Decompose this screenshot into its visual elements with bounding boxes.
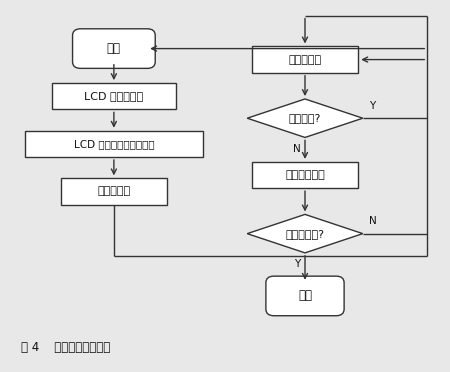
Text: N: N — [369, 216, 377, 226]
Text: 写入显示数据: 写入显示数据 — [285, 170, 325, 180]
Text: 设置列地址: 设置列地址 — [288, 55, 322, 65]
Text: 图 4    液晶显示程序流程: 图 4 液晶显示程序流程 — [21, 341, 110, 354]
Text: LCD 设置为基本指令动作: LCD 设置为基本指令动作 — [74, 139, 154, 149]
Bar — [52, 83, 176, 109]
Bar — [61, 178, 167, 205]
Text: Y: Y — [369, 101, 376, 111]
Bar — [252, 46, 358, 73]
Text: 开始: 开始 — [107, 42, 121, 55]
FancyBboxPatch shape — [266, 276, 344, 316]
Text: 设置页地址: 设置页地址 — [97, 186, 130, 196]
Text: N: N — [293, 144, 301, 154]
Text: Y: Y — [294, 260, 300, 269]
Bar — [25, 131, 203, 157]
Text: LCD 初始化设置: LCD 初始化设置 — [84, 91, 144, 101]
FancyBboxPatch shape — [72, 29, 155, 68]
Bar — [252, 162, 358, 188]
Polygon shape — [247, 214, 363, 253]
Text: 读状态忙?: 读状态忙? — [289, 113, 321, 123]
Polygon shape — [247, 99, 363, 137]
Text: 结束: 结束 — [298, 289, 312, 302]
Text: 数据写完否?: 数据写完否? — [285, 229, 324, 238]
